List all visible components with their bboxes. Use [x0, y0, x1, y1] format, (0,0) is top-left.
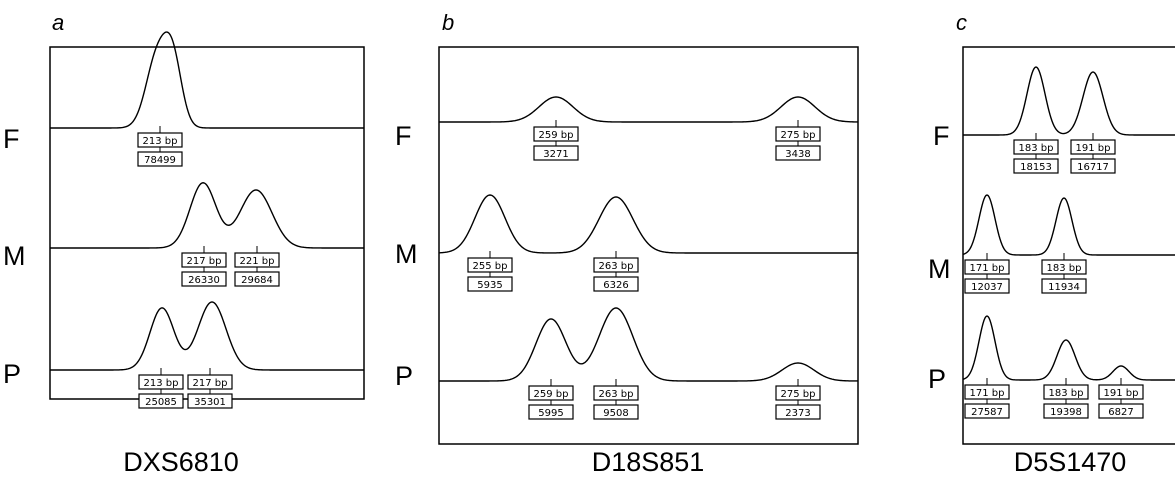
row-label: F — [3, 124, 20, 154]
peak-size: 183 bp — [1049, 388, 1084, 399]
peak-label: 213 bp 78499 — [137, 126, 183, 167]
peak-size: 275 bp — [781, 130, 816, 141]
peak-size: 191 bp — [1104, 388, 1139, 399]
trace-row-M: M 217 bp 26330 221 bp 29684 — [3, 182, 364, 287]
row-label: F — [395, 121, 412, 151]
peak-label: 217 bp 35301 — [187, 368, 233, 409]
row-label: M — [928, 254, 951, 284]
peak-area: 27587 — [971, 407, 1003, 418]
electropherogram-trace — [438, 194, 858, 254]
row-label: P — [395, 361, 413, 391]
marker-name: D18S851 — [592, 447, 705, 477]
peak-area: 35301 — [194, 397, 226, 408]
electropherogram-trace — [439, 307, 858, 382]
trace-row-F: F 259 bp 3271 275 bp 3438 — [395, 96, 859, 161]
electropherogram-trace — [439, 96, 859, 123]
peak-size: 259 bp — [534, 389, 569, 400]
peak-area: 78499 — [144, 155, 176, 166]
trace-row-F: F 213 bp 78499 — [3, 31, 364, 167]
panel-c: c D5S1470 F 183 bp 18153 191 bp 16717 M 171 bp 12… — [928, 10, 1175, 477]
peak-area: 3438 — [785, 149, 810, 160]
peak-size: 275 bp — [781, 389, 816, 400]
peak-label: 183 bp 18153 — [1013, 133, 1059, 174]
peak-area: 29684 — [241, 275, 273, 286]
row-label: P — [928, 364, 946, 394]
peak-size: 221 bp — [240, 256, 275, 267]
peak-size: 191 bp — [1076, 143, 1111, 154]
peak-label: 171 bp 27587 — [964, 378, 1010, 419]
peak-area: 9508 — [603, 408, 628, 419]
peak-size: 171 bp — [970, 388, 1005, 399]
marker-name: D5S1470 — [1014, 447, 1127, 477]
peak-size: 255 bp — [473, 261, 508, 272]
electropherogram-trace — [962, 194, 1175, 256]
electropherogram-trace — [50, 182, 364, 249]
electropherogram-trace — [50, 31, 364, 129]
peak-label: 259 bp 3271 — [533, 120, 579, 161]
peak-area: 5995 — [538, 408, 563, 419]
peak-size: 183 bp — [1047, 263, 1082, 274]
peak-size: 171 bp — [970, 263, 1005, 274]
trace-row-P: P 213 bp 25085 217 bp 35301 — [3, 301, 364, 409]
row-label: M — [3, 241, 26, 271]
peak-size: 263 bp — [599, 261, 634, 272]
panel-letter: b — [442, 10, 454, 35]
peak-label: 275 bp 3438 — [775, 120, 821, 161]
peak-label: 263 bp 6326 — [593, 251, 639, 292]
peak-label: 217 bp 26330 — [181, 246, 227, 287]
peak-area: 19398 — [1050, 407, 1082, 418]
peak-area: 5935 — [477, 280, 502, 291]
peak-area: 12037 — [971, 282, 1003, 293]
panel-letter: c — [956, 10, 967, 35]
peak-label: 191 bp 6827 — [1098, 378, 1144, 419]
peak-area: 18153 — [1020, 162, 1052, 173]
panel-a: a DXS6810 F 213 bp 78499 M 217 bp 26330 221 bp 29… — [3, 10, 365, 477]
trace-row-P: P 171 bp 27587 183 bp 19398 191 bp 6827 — [928, 315, 1175, 419]
peak-label: 255 bp 5935 — [467, 251, 513, 292]
peak-size: 217 bp — [187, 256, 222, 267]
panel-letter: a — [52, 10, 64, 35]
peak-size: 259 bp — [539, 130, 574, 141]
panel-frame — [962, 46, 1175, 445]
peak-area: 16717 — [1077, 162, 1109, 173]
peak-area: 26330 — [188, 275, 220, 286]
peak-label: 183 bp 19398 — [1043, 378, 1089, 419]
peak-size: 213 bp — [143, 136, 178, 147]
electropherogram-trace — [963, 66, 1175, 136]
peak-label: 275 bp 2373 — [775, 379, 821, 420]
marker-name: DXS6810 — [123, 447, 239, 477]
peak-area: 3271 — [543, 149, 568, 160]
electropherogram-trace — [50, 301, 364, 371]
peak-area: 2373 — [785, 408, 810, 419]
peak-label: 183 bp 11934 — [1041, 253, 1087, 294]
panel-frame — [438, 46, 859, 445]
row-label: P — [3, 359, 21, 389]
trace-row-M: M 255 bp 5935 263 bp 6326 — [395, 194, 858, 292]
peak-area: 25085 — [145, 397, 177, 408]
trace-row-P: P 259 bp 5995 263 bp 9508 275 bp 2373 — [395, 307, 858, 420]
peak-label: 259 bp 5995 — [528, 379, 574, 420]
peak-area: 6827 — [1108, 407, 1133, 418]
peak-label: 221 bp 29684 — [234, 246, 280, 287]
peak-area: 6326 — [603, 280, 628, 291]
peak-area: 11934 — [1048, 282, 1080, 293]
peak-label: 191 bp 16717 — [1070, 133, 1116, 174]
peak-label: 263 bp 9508 — [593, 379, 639, 420]
row-label: M — [395, 239, 418, 269]
row-label: F — [933, 121, 950, 151]
peak-size: 263 bp — [599, 389, 634, 400]
peak-size: 213 bp — [144, 378, 179, 389]
electropherogram-trace — [962, 315, 1175, 381]
panel-frame — [49, 46, 365, 400]
panel-b: b D18S851 F 259 bp 3271 275 bp 3438 M 255 bp 5935… — [395, 10, 859, 477]
trace-row-M: M 171 bp 12037 183 bp 11934 — [928, 194, 1175, 294]
peak-size: 183 bp — [1019, 143, 1054, 154]
peak-label: 171 bp 12037 — [964, 253, 1010, 294]
trace-row-F: F 183 bp 18153 191 bp 16717 — [933, 66, 1175, 174]
peak-size: 217 bp — [193, 378, 228, 389]
peak-label: 213 bp 25085 — [138, 368, 184, 409]
